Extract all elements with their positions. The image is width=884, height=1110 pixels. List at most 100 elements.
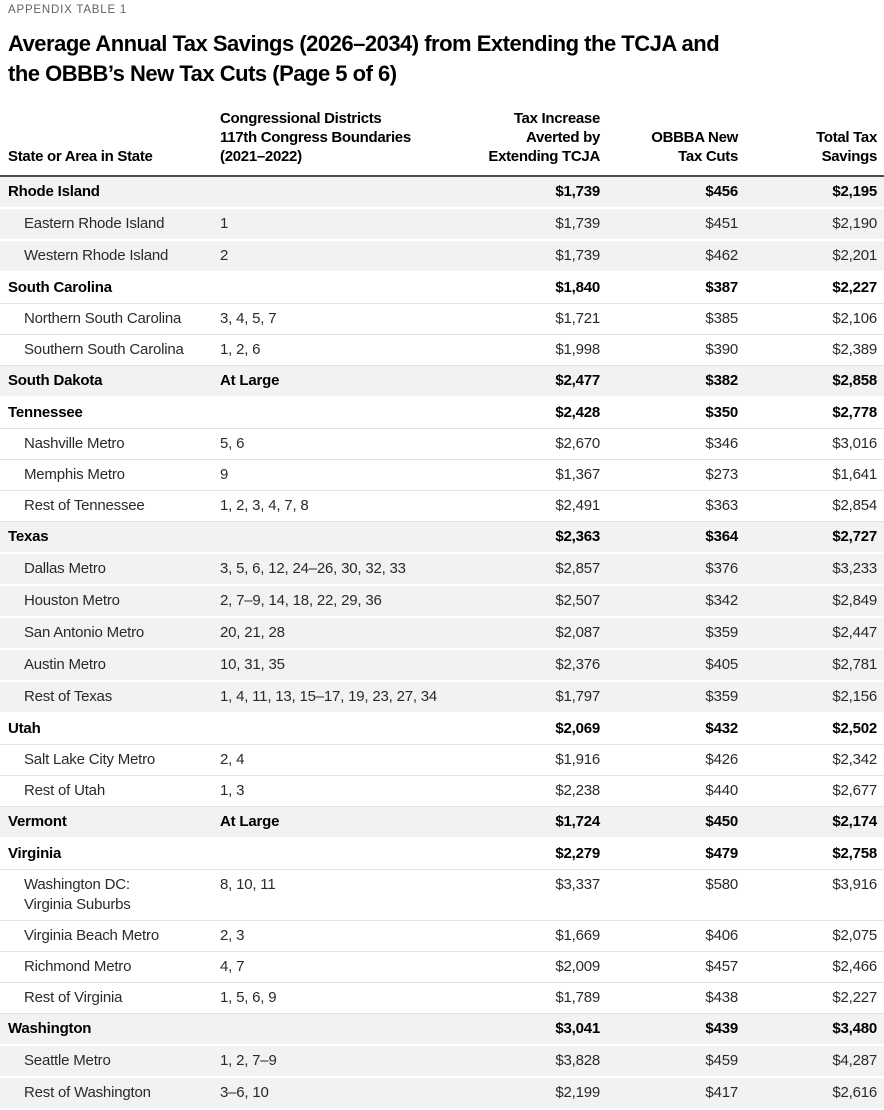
obbba-new-cuts-cell: $359 [705,624,738,641]
total-savings-cell: $2,778 [832,404,877,421]
state-or-area-cell: Seattle Metro [24,1052,111,1069]
tcja-averted-cell: $2,477 [555,372,600,389]
total-savings-cell: $3,233 [832,560,877,577]
total-savings-cell: $2,174 [832,813,877,830]
obbba-new-cuts-cell: $426 [705,751,738,768]
districts-cell: 1 [220,215,229,232]
obbba-new-cuts-cell: $390 [705,341,738,358]
total-savings-cell: $2,502 [832,720,877,737]
tcja-averted-cell: $2,428 [555,404,600,421]
obbba-new-cuts-cell: $405 [705,656,738,673]
table-row: Salt Lake City Metro 2, 4 $1,916 $426 $2… [0,744,884,776]
table-row: Memphis Metro 9 $1,367 $273 $1,641 [0,459,884,491]
total-savings-cell: $2,727 [832,528,877,545]
districts-cell [220,713,470,745]
districts-cell: 10, 31, 35 [220,656,285,673]
tcja-averted-cell: $2,507 [555,592,600,609]
table-row: Rest of Washington 3–6, 10 $2,199 $417 $… [0,1077,884,1109]
total-savings-cell: $2,227 [832,989,877,1006]
obbba-new-cuts-cell: $364 [705,528,738,545]
total-savings-cell: $2,106 [832,310,877,327]
total-savings-cell: $3,016 [832,435,877,452]
total-savings-cell: $4,287 [832,1052,877,1069]
obbba-new-cuts-cell: $273 [705,466,738,483]
table-row: Western Rhode Island 2 $1,739 $462 $2,20… [0,240,884,272]
total-savings-cell: $2,758 [832,845,877,862]
obbba-new-cuts-cell: $450 [705,813,738,830]
total-savings-cell: $2,389 [832,341,877,358]
districts-cell [220,1014,470,1046]
tcja-averted-cell: $1,669 [555,927,600,944]
page-root: APPENDIX TABLE 1 Average Annual Tax Savi… [0,4,884,1110]
appendix-label: APPENDIX TABLE 1 [8,4,128,16]
obbba-new-cuts-cell: $580 [705,876,738,893]
table-row: Vermont At Large $1,724 $450 $2,174 [0,806,884,838]
table-row: Rest of Virginia 1, 5, 6, 9 $1,789 $438 … [0,982,884,1014]
tax-savings-table: State or Area in State Congressional Dis… [0,109,884,1110]
table-row: Rest of Tennessee 1, 2, 3, 4, 7, 8 $2,49… [0,490,884,522]
table-row: Nashville Metro 5, 6 $2,670 $346 $3,016 [0,428,884,460]
total-savings-cell: $2,227 [832,279,877,296]
districts-cell: 3–6, 10 [220,1084,269,1101]
table-row: Texas $2,363 $364 $2,727 [0,521,884,553]
tcja-averted-cell: $1,739 [555,215,600,232]
state-or-area-cell: Rest of Tennessee [24,497,145,514]
districts-cell: 1, 2, 3, 4, 7, 8 [220,497,309,514]
total-savings-cell: $3,480 [832,1020,877,1037]
state-or-area-cell: Tennessee [8,404,83,421]
obbba-new-cuts-cell: $456 [705,183,738,200]
total-savings-cell: $2,677 [832,782,877,799]
state-or-area-cell: Virginia Beach Metro [24,927,159,944]
total-savings-cell: $2,849 [832,592,877,609]
districts-cell: 2 [220,247,229,264]
total-savings-cell: $3,916 [832,876,877,893]
table-row: Rest of Texas 1, 4, 11, 13, 15–17, 19, 2… [0,681,884,713]
tcja-averted-cell: $3,828 [555,1052,600,1069]
table-row: Washington DC: Virginia Suburbs 8, 10, 1… [0,869,884,921]
districts-cell: 3, 5, 6, 12, 24–26, 30, 32, 33 [220,560,406,577]
districts-cell: 1, 2, 6 [220,341,261,358]
table-row: Rest of Utah 1, 3 $2,238 $440 $2,677 [0,775,884,807]
column-header-state-or-area: State or Area in State [0,109,220,177]
state-or-area-cell: Virginia [8,845,62,862]
total-savings-cell: $2,342 [832,751,877,768]
state-or-area-cell: Rest of Texas [24,688,113,705]
state-or-area-cell: Houston Metro [24,592,120,609]
total-savings-cell: $2,201 [832,247,877,264]
tcja-averted-cell: $2,009 [555,958,600,975]
obbba-new-cuts-cell: $417 [705,1084,738,1101]
column-header-tax-increase-averted: Tax Increase Averted by Extending TCJA [470,109,608,177]
table-row: Southern South Carolina 1, 2, 6 $1,998 $… [0,334,884,366]
state-or-area-cell: Austin Metro [24,656,106,673]
districts-cell: 20, 21, 28 [220,624,285,641]
tcja-averted-cell: $2,363 [555,528,600,545]
table-body: Rhode Island $1,739 $456 $2,195 Eastern … [0,176,884,1109]
column-header-obbba-new-tax-cuts: OBBBA New Tax Cuts [608,109,746,177]
table-row: Austin Metro 10, 31, 35 $2,376 $405 $2,7… [0,649,884,681]
table-row: San Antonio Metro 20, 21, 28 $2,087 $359… [0,617,884,649]
districts-cell: 1, 3 [220,782,245,799]
tcja-averted-cell: $1,367 [555,466,600,483]
districts-cell [220,397,470,429]
tcja-averted-cell: $2,376 [555,656,600,673]
tcja-averted-cell: $1,724 [555,813,600,830]
state-or-area-cell: Western Rhode Island [24,247,169,264]
tcja-averted-cell: $2,199 [555,1084,600,1101]
tcja-averted-cell: $1,739 [555,247,600,264]
column-header-total-tax-savings: Total Tax Savings [746,109,884,177]
obbba-new-cuts-cell: $376 [705,560,738,577]
state-or-area-cell: Utah [8,720,41,737]
total-savings-cell: $2,781 [832,656,877,673]
state-or-area-cell: Salt Lake City Metro [24,751,156,768]
table-row: Utah $2,069 $432 $2,502 [0,713,884,745]
tcja-averted-cell: $1,916 [555,751,600,768]
state-or-area-cell: Eastern Rhode Island [24,215,165,232]
districts-cell: 2, 4 [220,751,245,768]
districts-cell: 5, 6 [220,435,245,452]
tcja-averted-cell: $2,670 [555,435,600,452]
obbba-new-cuts-cell: $406 [705,927,738,944]
table-row: Northern South Carolina 3, 4, 5, 7 $1,72… [0,303,884,335]
total-savings-cell: $2,190 [832,215,877,232]
obbba-new-cuts-cell: $346 [705,435,738,452]
table-row: Houston Metro 2, 7–9, 14, 18, 22, 29, 36… [0,585,884,617]
